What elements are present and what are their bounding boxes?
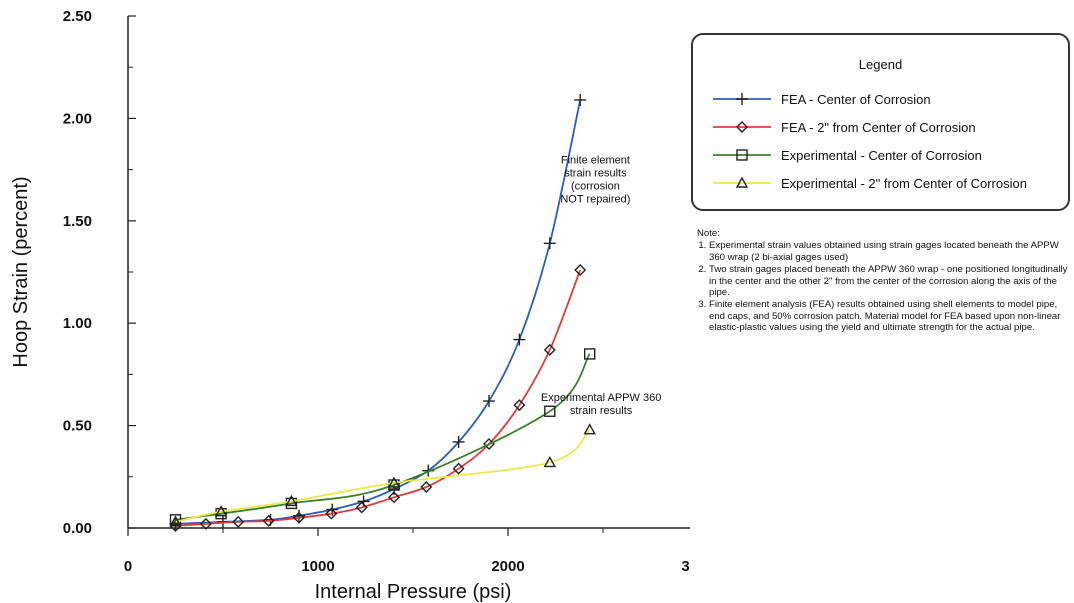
legend-label: Experimental - Center of Corrosion [781,147,982,163]
data-point [262,514,275,527]
legend-label: FEA - Center of Corrosion [781,91,931,107]
data-point [293,509,305,522]
data-point [452,462,465,475]
annotation-line: NOT repaired) [560,193,630,205]
y-axis-title: Hoop Strain (percent) [10,176,32,367]
x-tick-label: 1000 [301,558,334,575]
series-line [175,429,591,523]
data-point [232,515,245,528]
y-tick-label: 1.00 [63,315,92,332]
legend: Legend FEA - Center of Corrosion FEA - 2"… [691,33,1070,211]
data-point [574,263,587,276]
x-tick-label: 3000 [681,558,690,575]
series-3 [169,348,596,526]
x-tick-label: 0 [124,558,132,575]
data-point [513,399,526,412]
data-point [325,507,338,520]
data-point [584,348,596,360]
annotation-line: Experimental APPW 360 [541,392,661,404]
legend-entry: FEA - 2" from Center of Corrosion [711,117,976,137]
note-item: Finite element analysis (FEA) results ob… [709,299,1069,333]
annotation-line: strain results [564,167,627,179]
series-line [175,269,582,527]
x-tick-label: 2000 [491,558,524,575]
data-point [215,507,227,520]
series-line [175,99,582,525]
data-point [543,456,556,468]
data-point [420,481,433,494]
annotation-line: (corrosion [571,180,620,192]
data-point [452,435,465,448]
legend-swatch-marker [736,93,748,105]
legend-title: Legend [858,57,903,72]
data-point [483,395,495,408]
y-tick-label: 2.50 [63,8,92,25]
data-point [285,494,298,507]
series-line [175,353,591,521]
data-point [574,93,587,106]
annotation-line: strain results [570,405,633,417]
legend-swatch [713,93,771,105]
y-tick-label: 0.50 [63,418,92,435]
data-point [543,237,556,250]
y-tick-label: 2.00 [63,110,92,127]
notes-list: Experimental strain values obtained usin… [697,240,1069,333]
annotation-layer: Finite element strain results (corrosion NO… [541,154,661,417]
data-point [293,511,305,524]
legend-swatch [713,176,771,188]
data-point [513,333,526,346]
data-point [285,497,298,510]
data-point [544,405,556,417]
annotation-line: Finite element [561,154,630,166]
legend-swatch-marker [736,121,748,133]
y-tick-label: 0.00 [63,520,92,537]
note-item: Two strain gages placed beneath the APPW… [709,264,1069,298]
hoop-strain-chart: 0.00 0.50 1.00 1.50 2.00 2.50 0 1000 2000 3000 Int… [10,8,690,603]
legend-swatch-marker [736,149,748,161]
data-point [199,517,212,530]
data-point [214,505,228,517]
series-2 [169,263,587,532]
note-item: Experimental strain values obtained usin… [709,240,1069,263]
legend-swatch [713,121,771,133]
legend-entry: Experimental - Center of Corrosion [711,145,982,165]
legend-entry: Experimental - 2" from Center of Corrosi… [711,173,1027,193]
legend-swatch-marker [735,176,749,188]
x-axis-title: Internal Pressure (psi) [315,581,512,603]
legend-label: Experimental - 2" from Center of Corrosi… [781,175,1027,191]
axes: 0.00 0.50 1.00 1.50 2.00 2.50 0 1000 2000 3000 Int… [10,8,690,603]
legend-entry: FEA - Center of Corrosion [711,89,931,109]
data-point [388,479,400,491]
series-layer [169,93,596,532]
data-point [169,515,182,527]
legend-label: FEA - 2" from Center of Corrosion [781,119,976,135]
data-point [543,343,556,356]
series-4 [169,423,596,527]
legend-swatch [713,149,771,161]
notes-heading: Note: [697,228,720,239]
chart-annotation: Experimental APPW 360 strain results [541,392,661,417]
notes-panel: Note: Experimental strain values obtaine… [697,228,1069,335]
data-point [583,423,596,435]
series-1 [169,93,587,530]
y-tick-label: 1.50 [63,213,92,230]
data-point [388,491,400,504]
chart-annotation: Finite element strain results (corrosion NO… [560,154,630,205]
data-point [355,501,368,514]
data-point [387,476,401,488]
